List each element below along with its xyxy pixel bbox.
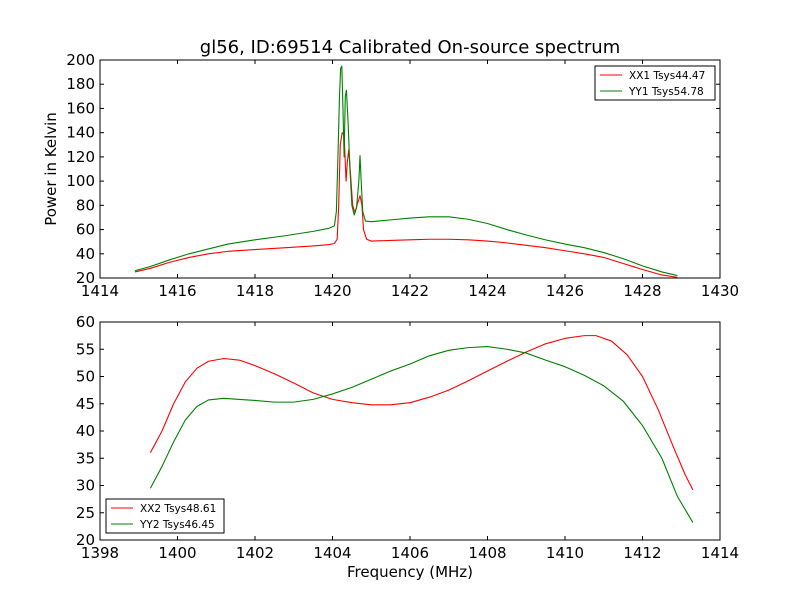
y-tick-label: 180 (66, 75, 95, 93)
legend-label: YY1 Tsys54.78 (628, 86, 704, 98)
y-tick-label: 140 (66, 124, 95, 142)
x-tick-label: 1400 (158, 544, 196, 562)
x-tick-label: 1424 (468, 282, 506, 300)
y-tick-label: 45 (76, 395, 95, 413)
chart-title: gl56, ID:69514 Calibrated On-source spec… (200, 37, 620, 58)
x-tick-label: 1404 (313, 544, 351, 562)
x-tick-label: 1402 (236, 544, 274, 562)
y-tick-label: 60 (76, 313, 95, 331)
y-tick-label: 60 (76, 221, 95, 239)
y-tick-label: 80 (76, 196, 95, 214)
y-tick-label: 40 (76, 245, 95, 263)
top-spectrum-chart: 1414 1416 1418 1420 1422 1424 1426 1428 1430 20 40… (42, 37, 739, 300)
x-tick-label: 1406 (391, 544, 429, 562)
x-tick-label: 1408 (468, 544, 506, 562)
x-axis-label: Frequency (MHz) (347, 563, 473, 581)
x-tick-label: 1420 (313, 282, 351, 300)
x-tick-label: 1418 (236, 282, 274, 300)
x-tick-label: 1414 (701, 544, 739, 562)
x-tick-label: 1414 (81, 282, 119, 300)
legend-label: YY2 Tsys46.45 (139, 519, 215, 531)
x-tick-label: 1398 (81, 544, 119, 562)
x-tick-label: 1412 (623, 544, 661, 562)
legend: XX1 Tsys44.47 YY1 Tsys54.78 (594, 65, 716, 101)
bottom-spectrum-chart: 1398 1400 1402 1404 1406 1408 1410 1412 1414 20 25… (76, 313, 739, 581)
y-tick-label: 100 (66, 172, 95, 190)
x-tick-label: 1428 (623, 282, 661, 300)
x-tick-label: 1430 (701, 282, 739, 300)
x-tick-label: 1422 (391, 282, 429, 300)
y-tick-label: 40 (76, 422, 95, 440)
y-tick-label: 50 (76, 368, 95, 386)
y-tick-label: 120 (66, 148, 95, 166)
y-tick-label: 200 (66, 51, 95, 69)
legend-label: XX1 Tsys44.47 (629, 70, 705, 82)
y-tick-label: 30 (76, 477, 95, 495)
series-line-2-1 (149, 335, 694, 491)
x-tick-label: 1410 (546, 544, 584, 562)
x-tick-label: 1416 (158, 282, 196, 300)
legend-box (594, 65, 716, 101)
legend: XX2 Tsys48.61 YY2 Tsys46.45 (105, 498, 225, 534)
y-tick-label: 35 (76, 449, 95, 467)
series-line-2-2 (149, 345, 694, 523)
y-tick-label: 160 (66, 99, 95, 117)
y-tick-label: 25 (76, 504, 95, 522)
y-tick-label: 20 (76, 531, 95, 549)
y-tick-label: 20 (76, 269, 95, 287)
series-line-1-2 (134, 65, 678, 277)
legend-box (105, 498, 225, 534)
x-tick-label: 1426 (546, 282, 584, 300)
y-axis-label: Power in Kelvin (42, 112, 60, 226)
y-tick-label: 55 (76, 340, 95, 358)
legend-label: XX2 Tsys48.61 (140, 503, 216, 515)
